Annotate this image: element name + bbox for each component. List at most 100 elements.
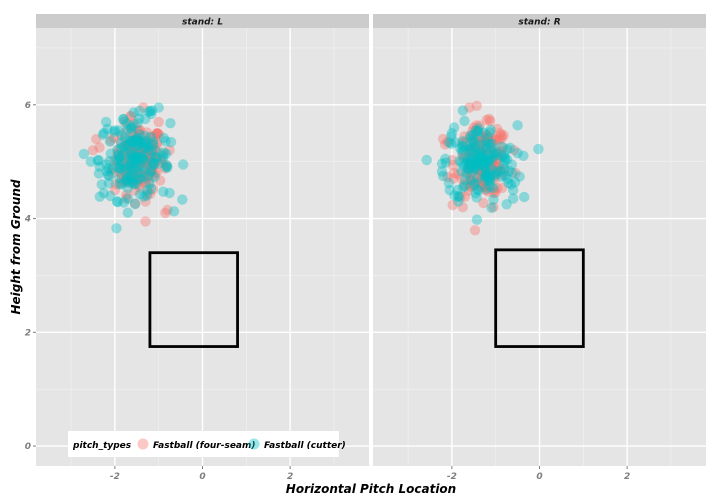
point-four-seam bbox=[134, 146, 145, 158]
point-four-seam bbox=[129, 119, 140, 130]
point-cutter bbox=[111, 155, 122, 166]
legend-key bbox=[248, 438, 260, 450]
point-cutter bbox=[464, 163, 475, 174]
point-cutter bbox=[97, 129, 109, 140]
point-cutter bbox=[134, 137, 146, 148]
point-cutter bbox=[484, 172, 495, 183]
point-four-seam bbox=[148, 155, 159, 166]
point-four-seam bbox=[467, 145, 478, 156]
point-four-seam bbox=[141, 154, 152, 166]
point-cutter bbox=[101, 166, 113, 177]
point-four-seam bbox=[490, 153, 501, 164]
point-four-seam bbox=[473, 137, 484, 149]
point-four-seam bbox=[147, 140, 158, 151]
point-four-seam bbox=[488, 172, 499, 183]
point-four-seam bbox=[155, 148, 166, 159]
point-four-seam bbox=[121, 139, 132, 151]
point-four-seam bbox=[130, 159, 141, 171]
point-cutter bbox=[468, 179, 480, 191]
point-four-seam bbox=[468, 153, 479, 165]
point-four-seam bbox=[469, 225, 481, 236]
point-four-seam bbox=[464, 131, 476, 142]
point-cutter bbox=[469, 160, 480, 171]
point-four-seam bbox=[470, 153, 482, 164]
point-four-seam bbox=[147, 184, 159, 195]
point-four-seam bbox=[143, 158, 154, 170]
point-cutter bbox=[505, 142, 516, 154]
point-four-seam bbox=[122, 172, 134, 183]
point-four-seam bbox=[482, 130, 494, 141]
point-cutter bbox=[457, 182, 469, 193]
point-four-seam bbox=[464, 173, 476, 185]
point-cutter bbox=[137, 153, 148, 164]
point-four-seam bbox=[105, 135, 117, 146]
point-four-seam bbox=[478, 143, 490, 154]
point-cutter bbox=[472, 158, 483, 169]
point-four-seam bbox=[468, 144, 479, 155]
point-cutter bbox=[504, 165, 515, 177]
point-cutter bbox=[130, 179, 142, 190]
x-tick-label: 2 bbox=[287, 472, 293, 482]
point-four-seam bbox=[471, 100, 482, 112]
point-cutter bbox=[119, 140, 130, 152]
point-cutter bbox=[458, 160, 469, 171]
point-four-seam bbox=[474, 165, 485, 176]
point-four-seam bbox=[485, 115, 496, 127]
point-cutter bbox=[96, 179, 107, 190]
point-four-seam bbox=[128, 174, 139, 186]
point-four-seam bbox=[145, 157, 156, 168]
axes: -2 0 2 0 2 4 6 -2 0 2 bbox=[24, 101, 631, 482]
point-cutter bbox=[500, 170, 511, 181]
point-four-seam bbox=[486, 162, 497, 173]
point-four-seam bbox=[492, 161, 503, 172]
point-cutter bbox=[476, 158, 488, 169]
point-cutter bbox=[161, 160, 173, 171]
point-four-seam bbox=[116, 149, 128, 160]
point-four-seam bbox=[138, 173, 150, 185]
point-four-seam bbox=[484, 159, 495, 170]
point-cutter bbox=[450, 137, 461, 148]
point-cutter bbox=[135, 136, 146, 147]
point-cutter bbox=[487, 152, 498, 163]
point-cutter bbox=[157, 153, 168, 165]
point-four-seam bbox=[497, 132, 508, 143]
point-cutter bbox=[132, 132, 143, 143]
point-cutter bbox=[98, 127, 110, 139]
point-four-seam bbox=[113, 159, 125, 171]
point-four-seam bbox=[118, 176, 130, 188]
point-four-seam bbox=[131, 162, 142, 173]
point-cutter bbox=[152, 158, 164, 169]
point-four-seam bbox=[112, 147, 123, 158]
point-cutter bbox=[475, 140, 486, 151]
legend-key bbox=[137, 438, 149, 450]
point-cutter bbox=[121, 141, 132, 152]
point-cutter bbox=[470, 125, 482, 136]
point-cutter bbox=[124, 134, 135, 145]
point-cutter bbox=[440, 153, 451, 164]
point-four-seam bbox=[469, 135, 480, 146]
point-four-seam bbox=[494, 133, 506, 145]
point-four-seam bbox=[147, 138, 158, 149]
point-cutter bbox=[486, 142, 497, 154]
point-cutter bbox=[146, 157, 158, 168]
point-cutter bbox=[474, 153, 486, 164]
point-four-seam bbox=[148, 159, 159, 171]
point-four-seam bbox=[131, 176, 142, 187]
point-cutter bbox=[477, 152, 488, 163]
point-cutter bbox=[464, 144, 476, 155]
point-four-seam bbox=[125, 137, 136, 149]
point-four-seam bbox=[131, 142, 142, 153]
point-cutter bbox=[107, 164, 118, 175]
point-four-seam bbox=[470, 133, 481, 144]
point-four-seam bbox=[452, 168, 463, 180]
point-cutter bbox=[479, 175, 491, 186]
point-four-seam bbox=[139, 154, 150, 165]
y-tick-label: 2 bbox=[25, 328, 31, 338]
point-cutter bbox=[129, 157, 140, 169]
point-cutter bbox=[446, 128, 458, 139]
point-four-seam bbox=[475, 177, 486, 189]
point-cutter bbox=[145, 131, 157, 143]
point-cutter bbox=[470, 149, 481, 160]
point-cutter bbox=[101, 159, 112, 170]
point-cutter bbox=[115, 162, 126, 174]
